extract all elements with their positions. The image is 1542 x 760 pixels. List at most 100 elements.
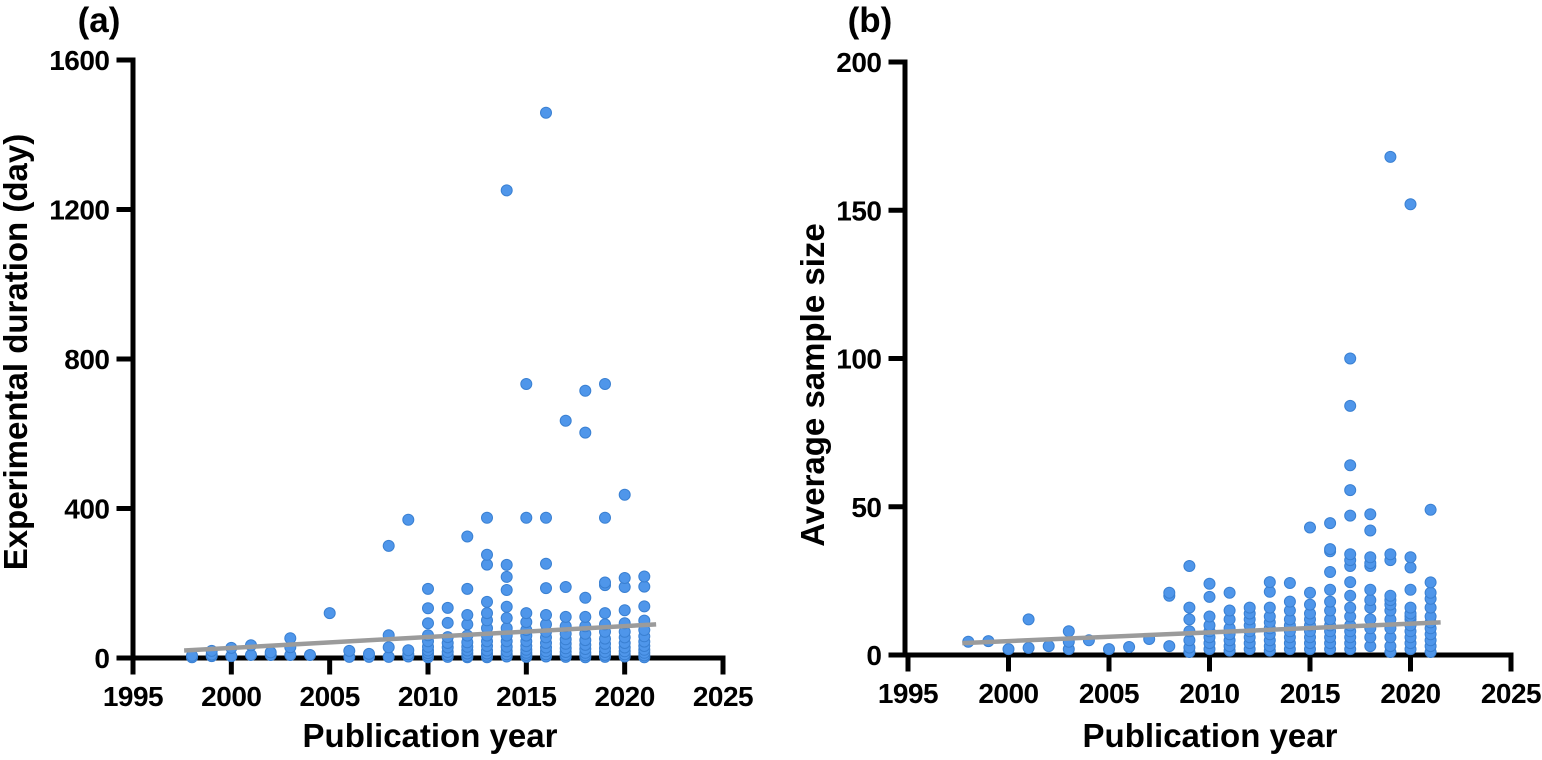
- data-point: [422, 602, 434, 615]
- data-point: [1283, 595, 1296, 608]
- data-point: [1042, 640, 1055, 653]
- y-axis-title: Experimental duration (day): [0, 134, 34, 570]
- data-point: [1022, 641, 1035, 654]
- y-tick-label: 0: [94, 643, 109, 674]
- data-point: [1404, 561, 1417, 574]
- data-point: [1404, 551, 1417, 564]
- data-point: [1344, 352, 1357, 365]
- data-point: [363, 647, 375, 660]
- data-point: [500, 612, 513, 624]
- data-point: [638, 570, 651, 583]
- data-point: [1283, 577, 1296, 589]
- data-point: [1103, 643, 1115, 656]
- data-point: [343, 644, 356, 657]
- data-point: [618, 604, 631, 617]
- data-point: [1384, 589, 1397, 602]
- x-tick-label: 2005: [300, 681, 360, 712]
- panel-a: 0 400 800 1200 1600 1995 2000 2005 2010 2015 2020 2…: [0, 1, 754, 754]
- y-tick-label: 1200: [49, 195, 109, 226]
- data-point: [540, 557, 552, 570]
- data-point: [1304, 598, 1316, 611]
- trend-line: [962, 620, 1441, 646]
- data-point: [264, 646, 277, 659]
- data-point: [422, 582, 434, 595]
- x-tick-label: 2005: [1079, 678, 1139, 709]
- data-point: [1424, 503, 1437, 516]
- data-point: [1022, 613, 1035, 626]
- data-point: [579, 384, 592, 397]
- data-point: [1404, 601, 1417, 614]
- data-point: [1163, 640, 1176, 653]
- data-point: [1324, 543, 1337, 556]
- data-point: [599, 511, 611, 524]
- data-point: [1183, 560, 1196, 572]
- data-point: [579, 591, 592, 604]
- data-point: [1424, 586, 1437, 599]
- trend-line: [184, 622, 657, 653]
- x-axis-title: Publication year: [1083, 717, 1338, 754]
- data-point: [441, 601, 454, 614]
- data-point: [1183, 613, 1196, 626]
- data-point: [1344, 589, 1357, 602]
- y-tick-label: 150: [836, 195, 881, 226]
- x-tick-label: 2010: [1179, 678, 1239, 709]
- data-point: [1324, 517, 1337, 530]
- data-point: [1404, 198, 1417, 211]
- data-point: [1404, 583, 1417, 596]
- data-point: [1304, 521, 1316, 534]
- data-point: [461, 530, 474, 543]
- y-axis-title: Average sample size: [794, 223, 831, 546]
- scatter-points: [962, 150, 1437, 658]
- data-point: [520, 511, 533, 524]
- y-tick-label: 1600: [49, 45, 109, 76]
- data-point: [1062, 625, 1075, 638]
- data-point: [618, 572, 631, 584]
- data-point: [500, 184, 513, 197]
- data-point: [1304, 586, 1316, 599]
- data-point: [1263, 576, 1276, 589]
- data-point: [1223, 604, 1236, 617]
- data-point: [1123, 641, 1136, 653]
- data-point: [481, 595, 493, 608]
- data-point: [1263, 601, 1276, 614]
- data-point: [579, 610, 592, 623]
- data-point: [559, 610, 572, 623]
- data-point: [599, 378, 611, 390]
- data-point: [1344, 484, 1357, 497]
- data-point: [1344, 548, 1357, 561]
- y-tick-label: 0: [866, 640, 881, 671]
- data-point: [500, 558, 513, 571]
- x-tick-label: 2010: [398, 681, 458, 712]
- data-point: [500, 600, 513, 613]
- data-point: [599, 607, 611, 620]
- y-tick-label: 50: [851, 492, 881, 523]
- panel-label: (b): [848, 1, 893, 40]
- data-point: [382, 539, 395, 552]
- data-point: [559, 414, 572, 427]
- scatter-points: [186, 106, 651, 664]
- data-point: [500, 584, 513, 596]
- data-point: [1364, 524, 1377, 537]
- data-point: [579, 426, 592, 439]
- data-point: [1344, 576, 1357, 589]
- data-point: [520, 378, 533, 390]
- data-point: [1243, 601, 1256, 614]
- x-tick-label: 2020: [595, 681, 655, 712]
- y-tick-label: 100: [836, 344, 881, 375]
- data-point: [1223, 586, 1236, 599]
- data-point: [1364, 594, 1377, 607]
- y-tick-label: 400: [64, 494, 109, 525]
- data-point: [500, 570, 513, 583]
- data-point: [1203, 590, 1216, 603]
- data-point: [559, 581, 572, 593]
- data-point: [1324, 595, 1337, 608]
- y-tick-label: 800: [64, 344, 109, 375]
- x-tick-label: 2020: [1380, 678, 1440, 709]
- data-point: [422, 617, 434, 630]
- data-point: [481, 548, 493, 561]
- data-point: [481, 607, 493, 620]
- x-tick-label: 2000: [201, 681, 261, 712]
- data-point: [323, 607, 336, 620]
